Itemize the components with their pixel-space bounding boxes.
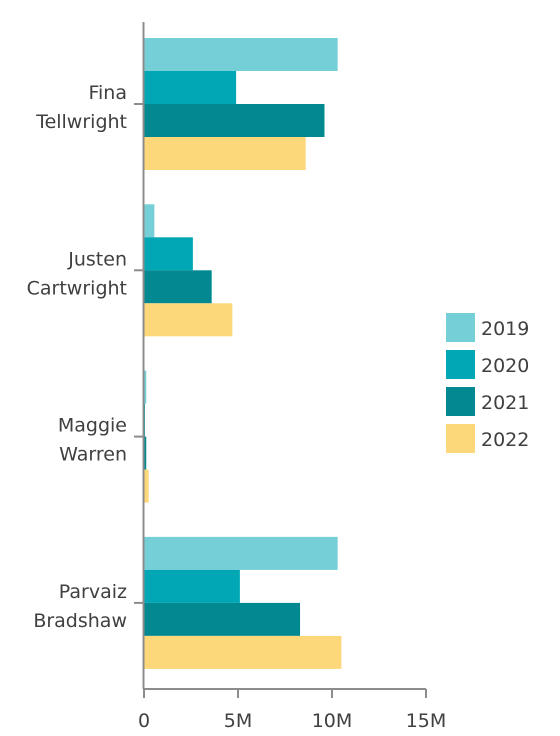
category-label: Maggie Warren [58,415,127,466]
legend-label-2022: 2022 [481,429,529,451]
category-ticks [134,103,143,604]
bar-2019-parvaiz-bradshaw [144,536,338,570]
legend-label-2021: 2021 [481,392,529,414]
bar-2022-justen-cartwright [144,303,233,337]
bar-2021-parvaiz-bradshaw [144,602,301,636]
category-label: Parvaiz Bradshaw [33,581,127,632]
x-axis-ticks: 0 5M 10M 15M [138,689,446,732]
bar-2020-justen-cartwright [144,237,193,271]
bar-2019-maggie-warren [144,370,147,404]
legend-swatch-2019 [446,313,475,342]
category-label: Fina Tellwright [35,82,127,133]
legend-swatch-2021 [446,387,475,416]
bar-2020-parvaiz-bradshaw [144,569,240,603]
bar-2022-fina-tellwright [144,137,306,170]
bar-2021-justen-cartwright [144,270,212,304]
bar-2019-justen-cartwright [144,204,155,238]
x-tick-label: 10M [312,710,353,732]
x-tick-label: 5M [224,710,252,732]
legend-label-2019: 2019 [481,318,529,340]
legend-swatch-2022 [446,424,475,453]
bars-group [144,38,342,669]
bar-2022-parvaiz-bradshaw [144,635,342,669]
legend-swatch-2020 [446,350,475,379]
bar-2020-fina-tellwright [144,71,237,104]
category-label: Justen Cartwright [27,248,127,299]
bar-2022-maggie-warren [144,469,149,503]
bar-2019-fina-tellwright [144,38,338,71]
legend-label-2020: 2020 [481,355,529,377]
category-labels: Fina Tellwright Justen Cartwright Maggie Warr… [27,82,127,632]
legend: 2019 2020 2021 2022 [446,313,529,453]
bar-2021-maggie-warren [144,436,147,470]
x-tick-label: 0 [138,710,150,732]
x-tick-label: 15M [406,710,447,732]
bar-2021-fina-tellwright [144,104,325,137]
